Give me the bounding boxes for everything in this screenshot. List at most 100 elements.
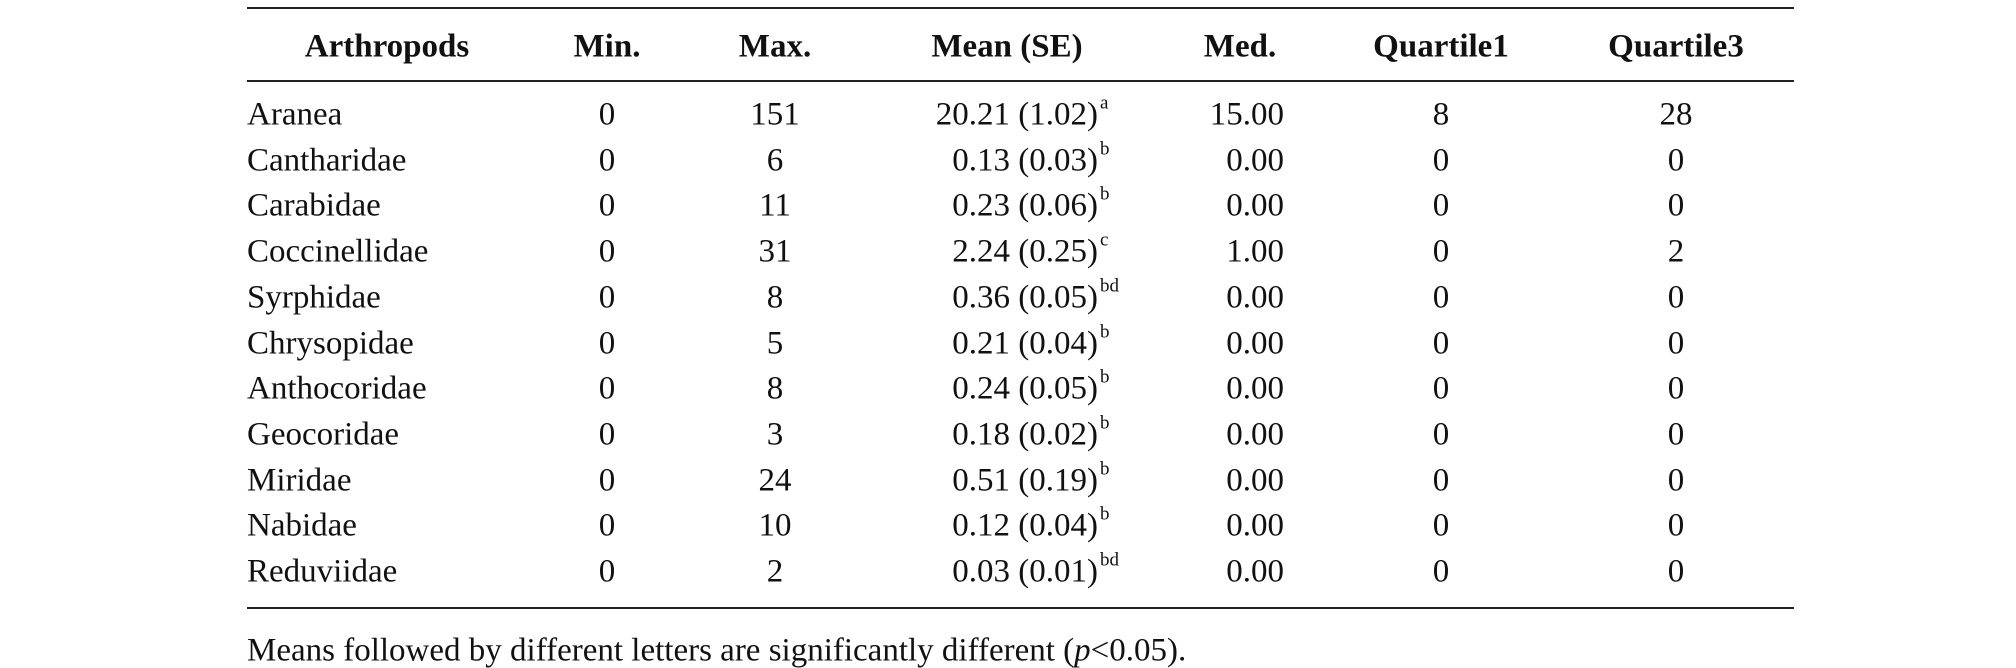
significance-letter: bd <box>1100 549 1119 571</box>
mean-cell: 0.24 (0.05) <box>952 370 1098 407</box>
max-cell: 6 <box>766 142 784 179</box>
bottom-rule <box>247 607 1794 609</box>
column-header: Med. <box>1203 28 1277 65</box>
min-cell: 0 <box>598 370 616 407</box>
max-cell: 3 <box>766 416 784 453</box>
quartile3-cell: 0 <box>1667 142 1685 179</box>
mean-cell: 20.21 (1.02) <box>935 96 1098 133</box>
quartile3-cell: 28 <box>1659 96 1693 133</box>
mean-cell: 0.03 (0.01) <box>952 553 1098 590</box>
median-cell: 0.00 <box>1226 462 1284 499</box>
min-cell: 0 <box>598 325 616 361</box>
significance-letter: b <box>1100 503 1110 525</box>
quartile3-cell: 2 <box>1667 233 1685 270</box>
max-cell: 2 <box>766 553 784 590</box>
top-rule <box>247 7 1794 9</box>
max-cell: 24 <box>758 462 792 499</box>
min-cell: 0 <box>598 507 616 544</box>
quartile1-cell: 0 <box>1432 462 1450 499</box>
min-cell: 0 <box>598 187 616 224</box>
column-header: Quartile3 <box>1608 28 1744 65</box>
quartile3-cell: 0 <box>1667 462 1685 499</box>
median-cell: 0.00 <box>1226 142 1284 179</box>
min-cell: 0 <box>598 462 616 499</box>
mean-cell: 2.24 (0.25) <box>952 233 1098 270</box>
row-label: Chrysopidae <box>247 325 414 361</box>
significance-letter: b <box>1100 321 1110 342</box>
max-cell: 10 <box>758 507 792 544</box>
row-label: Nabidae <box>247 507 357 544</box>
quartile1-cell: 0 <box>1432 187 1450 224</box>
quartile1-cell: 0 <box>1432 370 1450 407</box>
mean-cell: 0.12 (0.04) <box>952 507 1098 544</box>
row-label: Anthocoridae <box>247 370 427 407</box>
min-cell: 0 <box>598 416 616 453</box>
row-label: Miridae <box>247 462 352 499</box>
max-cell: 8 <box>766 370 784 407</box>
max-cell: 151 <box>750 96 800 133</box>
column-header: Max. <box>738 28 812 65</box>
mean-cell: 0.13 (0.03) <box>952 142 1098 179</box>
quartile1-cell: 0 <box>1432 233 1450 270</box>
mean-cell: 0.36 (0.05) <box>952 279 1098 316</box>
footnote-text: <0.05). <box>1090 632 1187 668</box>
significance-letter: a <box>1100 92 1109 114</box>
mean-cell: 0.21 (0.04) <box>952 325 1098 361</box>
row-label: Cantharidae <box>247 142 407 179</box>
median-cell: 0.00 <box>1226 325 1284 361</box>
significance-letter: bd <box>1100 275 1119 297</box>
column-header: Min. <box>573 28 641 65</box>
quartile1-cell: 0 <box>1432 507 1450 544</box>
mean-cell: 0.23 (0.06) <box>952 187 1098 224</box>
row-label: Reduviidae <box>247 553 398 590</box>
median-cell: 0.00 <box>1226 187 1284 224</box>
column-header: Quartile1 <box>1373 28 1509 65</box>
header-rule <box>247 80 1794 82</box>
quartile3-cell: 0 <box>1667 279 1685 316</box>
mean-cell: 0.51 (0.19) <box>952 462 1098 499</box>
median-cell: 0.00 <box>1226 370 1284 407</box>
max-cell: 11 <box>759 187 791 224</box>
min-cell: 0 <box>598 553 616 590</box>
quartile3-cell: 0 <box>1667 416 1685 453</box>
max-cell: 31 <box>758 233 792 270</box>
significance-letter: b <box>1100 458 1110 480</box>
footnote-italic: p <box>1074 632 1091 668</box>
footnote-text: Means followed by different letters are … <box>247 632 1075 668</box>
min-cell: 0 <box>598 96 616 133</box>
min-cell: 0 <box>598 233 616 270</box>
row-label: Aranea <box>247 96 343 133</box>
significance-letter: b <box>1100 138 1110 160</box>
significance-letter: b <box>1100 183 1110 205</box>
median-cell: 0.00 <box>1226 553 1284 590</box>
median-cell: 0.00 <box>1226 279 1284 316</box>
median-cell: 1.00 <box>1226 233 1284 270</box>
quartile1-cell: 0 <box>1432 553 1450 590</box>
row-label: Syrphidae <box>247 279 381 316</box>
column-header: Arthropods <box>304 28 470 65</box>
min-cell: 0 <box>598 142 616 179</box>
quartile3-cell: 0 <box>1667 325 1685 361</box>
quartile3-cell: 0 <box>1667 553 1685 590</box>
footnote: Means followed by different letters are … <box>247 632 1187 668</box>
max-cell: 5 <box>766 325 784 361</box>
median-cell: 15.00 <box>1209 96 1284 133</box>
quartile1-cell: 0 <box>1432 142 1450 179</box>
row-label: Geocoridae <box>247 416 400 453</box>
quartile1-cell: 0 <box>1432 325 1450 361</box>
row-label: Coccinellidae <box>247 233 429 270</box>
quartile3-cell: 0 <box>1667 507 1685 544</box>
quartile1-cell: 0 <box>1432 416 1450 453</box>
significance-letter: b <box>1100 412 1110 434</box>
significance-letter: b <box>1100 366 1110 388</box>
median-cell: 0.00 <box>1226 507 1284 544</box>
quartile3-cell: 0 <box>1667 187 1685 224</box>
significance-letter: c <box>1100 229 1109 251</box>
quartile1-cell: 8 <box>1432 96 1450 133</box>
quartile1-cell: 0 <box>1432 279 1450 316</box>
mean-cell: 0.18 (0.02) <box>952 416 1098 453</box>
row-label: Carabidae <box>247 187 381 224</box>
max-cell: 8 <box>766 279 784 316</box>
min-cell: 0 <box>598 279 616 316</box>
median-cell: 0.00 <box>1226 416 1284 453</box>
